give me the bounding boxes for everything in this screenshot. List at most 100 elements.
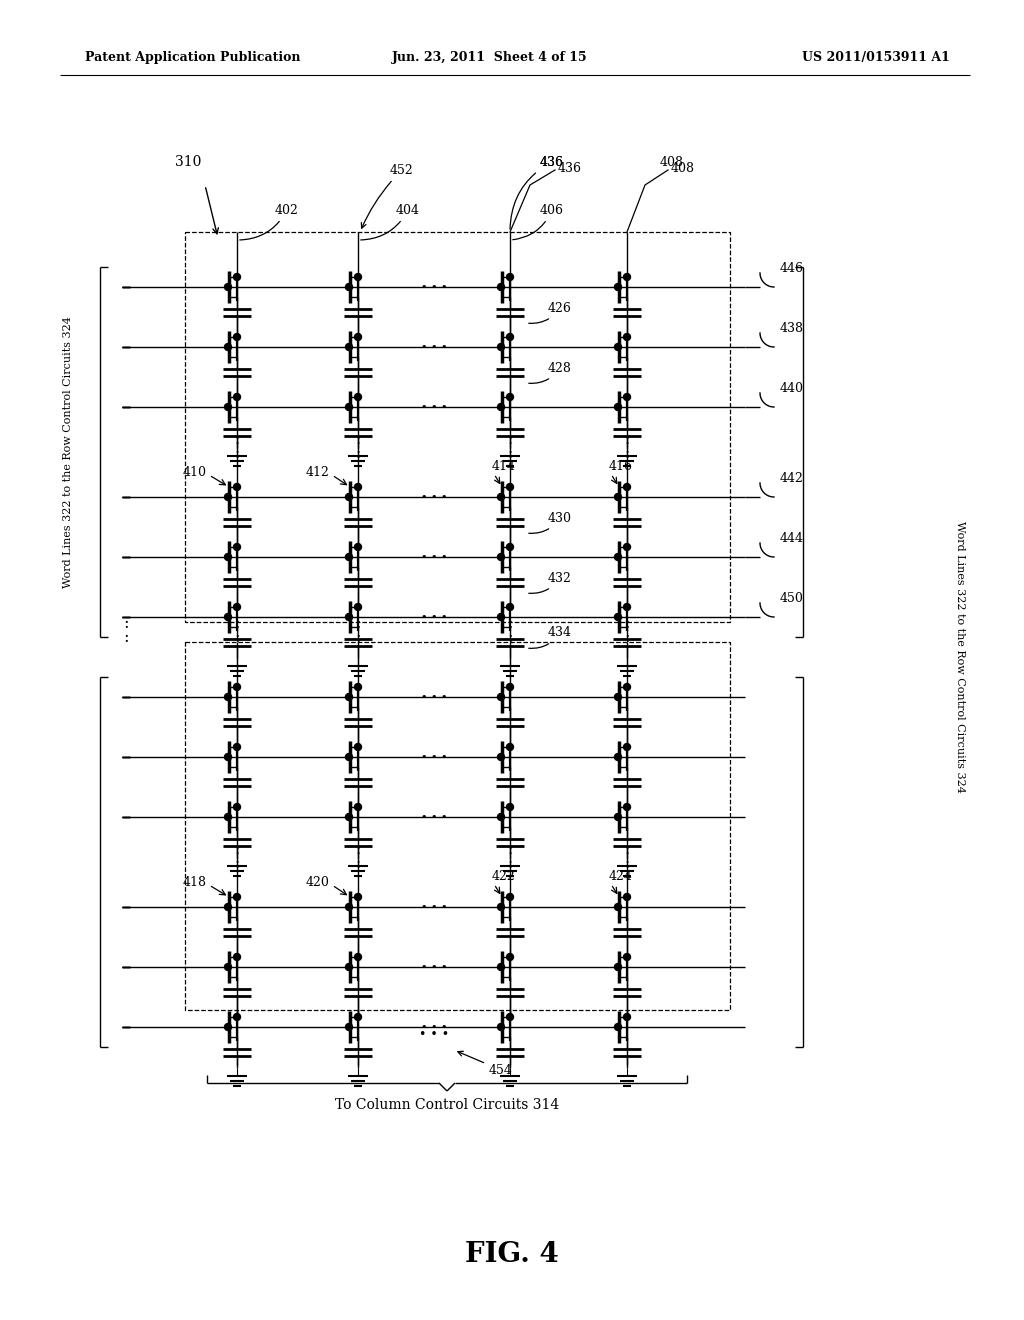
- Circle shape: [614, 494, 622, 500]
- Circle shape: [507, 894, 513, 900]
- Circle shape: [507, 544, 513, 550]
- Circle shape: [498, 964, 505, 970]
- Text: 426: 426: [528, 301, 571, 323]
- Circle shape: [233, 743, 241, 751]
- Circle shape: [233, 393, 241, 400]
- Text: :: :: [123, 630, 129, 647]
- Text: • • •: • • •: [421, 752, 447, 762]
- Circle shape: [345, 284, 352, 290]
- Circle shape: [354, 334, 361, 341]
- Circle shape: [498, 693, 505, 701]
- Text: • • •: • • •: [421, 692, 447, 702]
- Circle shape: [498, 404, 505, 411]
- Circle shape: [224, 693, 231, 701]
- Text: • • •: • • •: [421, 902, 447, 912]
- Circle shape: [507, 1014, 513, 1020]
- Circle shape: [345, 964, 352, 970]
- Text: 438: 438: [780, 322, 804, 335]
- Circle shape: [498, 903, 505, 911]
- Circle shape: [233, 1014, 241, 1020]
- Circle shape: [233, 804, 241, 810]
- Circle shape: [354, 544, 361, 550]
- Circle shape: [345, 1023, 352, 1031]
- Text: :: :: [234, 843, 240, 857]
- Text: 434: 434: [528, 627, 572, 648]
- Text: 422: 422: [492, 870, 516, 883]
- Text: • • •: • • •: [421, 962, 447, 972]
- Text: 406: 406: [513, 203, 564, 240]
- Text: 402: 402: [240, 203, 299, 240]
- Circle shape: [354, 804, 361, 810]
- Text: 452: 452: [361, 164, 414, 228]
- Text: :: :: [625, 615, 630, 632]
- Circle shape: [614, 553, 622, 561]
- Text: To Column Control Circuits 314: To Column Control Circuits 314: [335, 1098, 559, 1111]
- Circle shape: [233, 483, 241, 491]
- Text: :: :: [234, 630, 240, 647]
- Text: :: :: [234, 433, 240, 447]
- Text: Word Lines 322 to the Row Control Circuits 324: Word Lines 322 to the Row Control Circui…: [955, 521, 965, 793]
- Text: • • •: • • •: [421, 552, 447, 562]
- Text: 440: 440: [780, 383, 804, 396]
- Text: 414: 414: [492, 461, 516, 474]
- Circle shape: [498, 494, 505, 500]
- Circle shape: [507, 953, 513, 961]
- Circle shape: [624, 334, 631, 341]
- Text: • • •: • • •: [421, 403, 447, 412]
- Text: 436: 436: [558, 161, 582, 174]
- Circle shape: [614, 343, 622, 351]
- Circle shape: [224, 754, 231, 760]
- Circle shape: [354, 483, 361, 491]
- Circle shape: [498, 614, 505, 620]
- Circle shape: [507, 743, 513, 751]
- Bar: [185, 642, 730, 1010]
- Circle shape: [614, 404, 622, 411]
- Circle shape: [233, 544, 241, 550]
- Circle shape: [345, 693, 352, 701]
- Circle shape: [624, 544, 631, 550]
- Text: :: :: [355, 433, 360, 447]
- Circle shape: [224, 813, 231, 821]
- Text: • • •: • • •: [421, 282, 447, 292]
- Circle shape: [614, 693, 622, 701]
- Circle shape: [624, 804, 631, 810]
- Circle shape: [224, 284, 231, 290]
- Circle shape: [345, 343, 352, 351]
- Text: Word Lines 322 to the Row Control Circuits 324: Word Lines 322 to the Row Control Circui…: [63, 315, 73, 587]
- Text: 436: 436: [510, 156, 564, 230]
- Circle shape: [507, 483, 513, 491]
- Text: 408: 408: [671, 161, 695, 174]
- Circle shape: [345, 494, 352, 500]
- Circle shape: [507, 273, 513, 281]
- Circle shape: [624, 603, 631, 610]
- Circle shape: [507, 393, 513, 400]
- Text: Patent Application Publication: Patent Application Publication: [85, 51, 300, 65]
- Text: 418: 418: [183, 875, 207, 888]
- Text: :: :: [507, 857, 513, 871]
- Circle shape: [624, 953, 631, 961]
- Circle shape: [354, 894, 361, 900]
- Text: • • •: • • •: [419, 1028, 450, 1041]
- Circle shape: [498, 813, 505, 821]
- Text: 442: 442: [780, 473, 804, 486]
- Text: 450: 450: [780, 593, 804, 606]
- Text: :: :: [234, 615, 240, 632]
- Text: 310: 310: [175, 154, 202, 169]
- Circle shape: [224, 903, 231, 911]
- Circle shape: [614, 964, 622, 970]
- Text: • • •: • • •: [421, 1022, 447, 1032]
- Circle shape: [354, 1014, 361, 1020]
- Circle shape: [498, 754, 505, 760]
- Circle shape: [345, 754, 352, 760]
- Circle shape: [354, 273, 361, 281]
- Circle shape: [624, 684, 631, 690]
- Text: 404: 404: [360, 203, 420, 240]
- Circle shape: [224, 1023, 231, 1031]
- Circle shape: [507, 684, 513, 690]
- Circle shape: [614, 284, 622, 290]
- Circle shape: [624, 483, 631, 491]
- Text: :: :: [507, 615, 513, 632]
- Text: :: :: [234, 447, 240, 461]
- Text: :: :: [507, 843, 513, 857]
- Text: :: :: [625, 447, 630, 461]
